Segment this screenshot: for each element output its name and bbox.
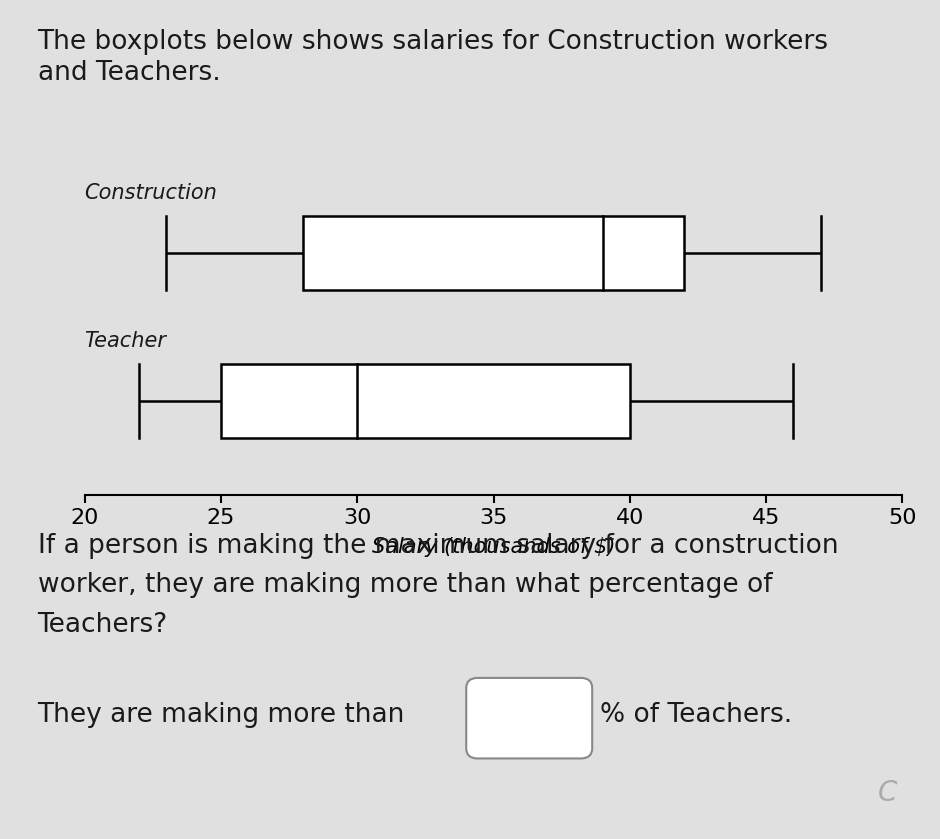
Text: Construction: Construction <box>85 183 217 203</box>
Text: They are making more than: They are making more than <box>38 702 405 727</box>
Text: Teacher: Teacher <box>85 331 166 351</box>
Text: If a person is making the maximum salary for a construction: If a person is making the maximum salary… <box>38 533 838 559</box>
Text: C: C <box>878 779 898 807</box>
X-axis label: Salary (thousands of $): Salary (thousands of $) <box>372 536 615 556</box>
Text: Teachers?: Teachers? <box>38 612 168 638</box>
Text: % of Teachers.: % of Teachers. <box>600 702 792 727</box>
Bar <box>221 364 630 438</box>
Text: The boxplots below shows salaries for Construction workers: The boxplots below shows salaries for Co… <box>38 29 828 55</box>
Text: and Teachers.: and Teachers. <box>38 60 220 86</box>
Text: worker, they are making more than what percentage of: worker, they are making more than what p… <box>38 572 773 598</box>
FancyBboxPatch shape <box>466 678 592 758</box>
Bar <box>303 216 684 290</box>
